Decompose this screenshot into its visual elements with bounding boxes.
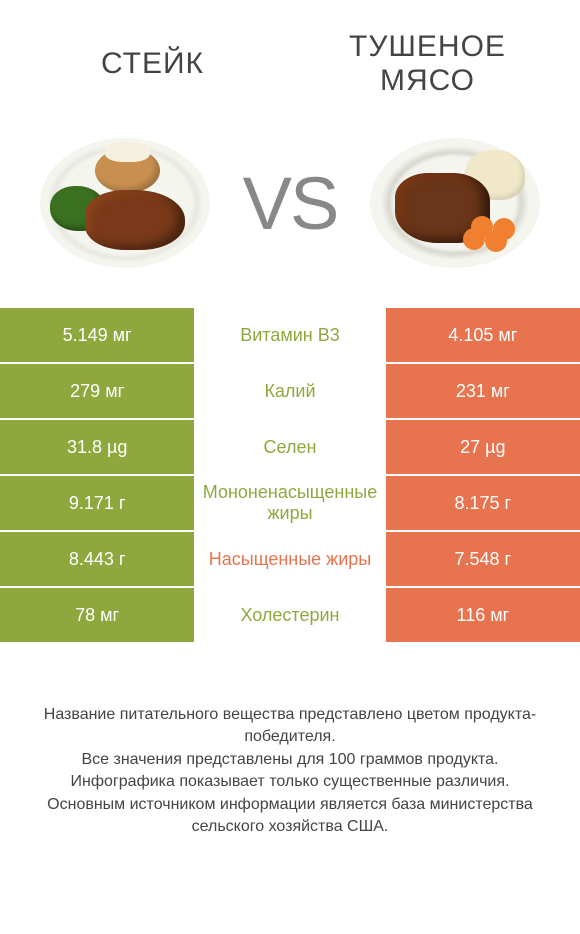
- nutrient-label: Холестерин: [194, 588, 385, 642]
- table-row: 9.171 гМононенасыщенные жиры8.175 г: [0, 476, 580, 532]
- nutrient-label: Калий: [194, 364, 385, 418]
- images-row: VS: [0, 108, 580, 308]
- table-row: 8.443 гНасыщенные жиры7.548 г: [0, 532, 580, 588]
- value-left: 78 мг: [0, 588, 194, 642]
- value-left: 5.149 мг: [0, 308, 194, 362]
- vs-label: VS: [243, 161, 338, 246]
- header: СТЕЙК ТУШЕНОЕ МЯСО: [0, 0, 580, 108]
- footer-line: Инфографика показывает только существенн…: [25, 771, 555, 793]
- footer-notes: Название питательного вещества представл…: [0, 644, 580, 838]
- table-row: 279 мгКалий231 мг: [0, 364, 580, 420]
- comparison-table: 5.149 мгВитамин B34.105 мг279 мгКалий231…: [0, 308, 580, 644]
- nutrient-label: Витамин B3: [194, 308, 385, 362]
- nutrient-label: Насыщенные жиры: [194, 532, 385, 586]
- food-image-right: [360, 128, 550, 278]
- value-right: 7.548 г: [386, 532, 580, 586]
- nutrient-label: Мононенасыщенные жиры: [194, 476, 385, 530]
- value-right: 4.105 мг: [386, 308, 580, 362]
- footer-line: Основным источником информации является …: [25, 794, 555, 839]
- value-left: 9.171 г: [0, 476, 194, 530]
- value-right: 27 µg: [386, 420, 580, 474]
- food-image-left: [30, 128, 220, 278]
- table-row: 78 мгХолестерин116 мг: [0, 588, 580, 644]
- value-left: 8.443 г: [0, 532, 194, 586]
- footer-line: Название питательного вещества представл…: [25, 704, 555, 749]
- value-right: 8.175 г: [386, 476, 580, 530]
- value-left: 31.8 µg: [0, 420, 194, 474]
- footer-line: Все значения представлены для 100 граммо…: [25, 749, 555, 771]
- product-left-title: СТЕЙК: [40, 47, 265, 81]
- value-right: 116 мг: [386, 588, 580, 642]
- table-row: 31.8 µgСелен27 µg: [0, 420, 580, 476]
- value-left: 279 мг: [0, 364, 194, 418]
- table-row: 5.149 мгВитамин B34.105 мг: [0, 308, 580, 364]
- product-right-title: ТУШЕНОЕ МЯСО: [315, 30, 540, 98]
- value-right: 231 мг: [386, 364, 580, 418]
- nutrient-label: Селен: [194, 420, 385, 474]
